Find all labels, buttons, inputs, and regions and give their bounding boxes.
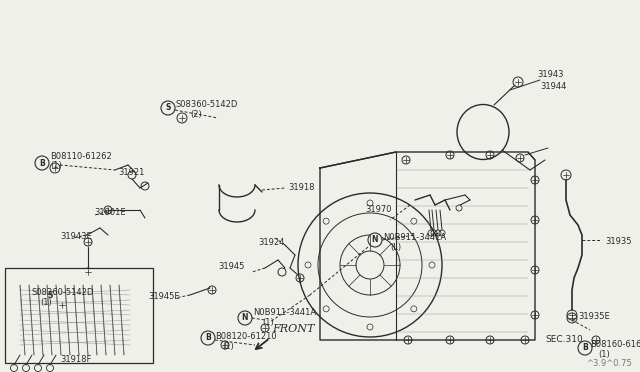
Text: (2): (2)	[190, 110, 202, 119]
Circle shape	[43, 288, 57, 302]
Text: 31921: 31921	[118, 168, 145, 177]
Text: 31935: 31935	[605, 237, 632, 246]
Text: 31918F: 31918F	[60, 355, 92, 364]
Text: 31944: 31944	[540, 82, 566, 91]
Circle shape	[35, 156, 49, 170]
Text: B: B	[582, 343, 588, 353]
Circle shape	[368, 233, 382, 247]
Text: 31943E: 31943E	[60, 232, 92, 241]
Text: 31970: 31970	[365, 205, 392, 214]
Text: 31945: 31945	[218, 262, 244, 271]
Text: (1): (1)	[50, 161, 61, 170]
Text: N: N	[372, 235, 378, 244]
Text: 31901E: 31901E	[94, 208, 125, 217]
Text: N: N	[242, 314, 248, 323]
Text: (1): (1)	[598, 350, 610, 359]
Circle shape	[201, 331, 215, 345]
Text: B08120-61210: B08120-61210	[215, 332, 276, 341]
Text: SEC.310: SEC.310	[545, 335, 583, 344]
Text: 31918: 31918	[288, 183, 314, 192]
Circle shape	[578, 341, 592, 355]
Text: N0B911-3441A: N0B911-3441A	[383, 233, 446, 242]
Text: 31935E: 31935E	[578, 312, 610, 321]
Text: S08360-5142D: S08360-5142D	[32, 288, 94, 297]
Text: 31943: 31943	[537, 70, 563, 79]
Text: S: S	[47, 291, 52, 299]
Bar	[5, 268, 153, 363]
Text: 31945E: 31945E	[148, 292, 180, 301]
Text: 31924: 31924	[258, 238, 284, 247]
Text: B08160-61610: B08160-61610	[590, 340, 640, 349]
Text: B: B	[39, 158, 45, 167]
Text: B: B	[205, 334, 211, 343]
Text: S: S	[165, 103, 171, 112]
Text: B08110-61262: B08110-61262	[50, 152, 112, 161]
Text: (1): (1)	[222, 342, 234, 351]
Text: (1): (1)	[262, 318, 274, 327]
Text: N0B911-3441A: N0B911-3441A	[253, 308, 316, 317]
Circle shape	[238, 311, 252, 325]
Text: S08360-5142D: S08360-5142D	[175, 100, 237, 109]
Circle shape	[161, 101, 175, 115]
Text: (1): (1)	[40, 298, 52, 307]
Text: (L): (L)	[390, 243, 401, 252]
Text: FRONT: FRONT	[272, 324, 314, 334]
Text: ^3.9^0.75: ^3.9^0.75	[586, 359, 632, 368]
